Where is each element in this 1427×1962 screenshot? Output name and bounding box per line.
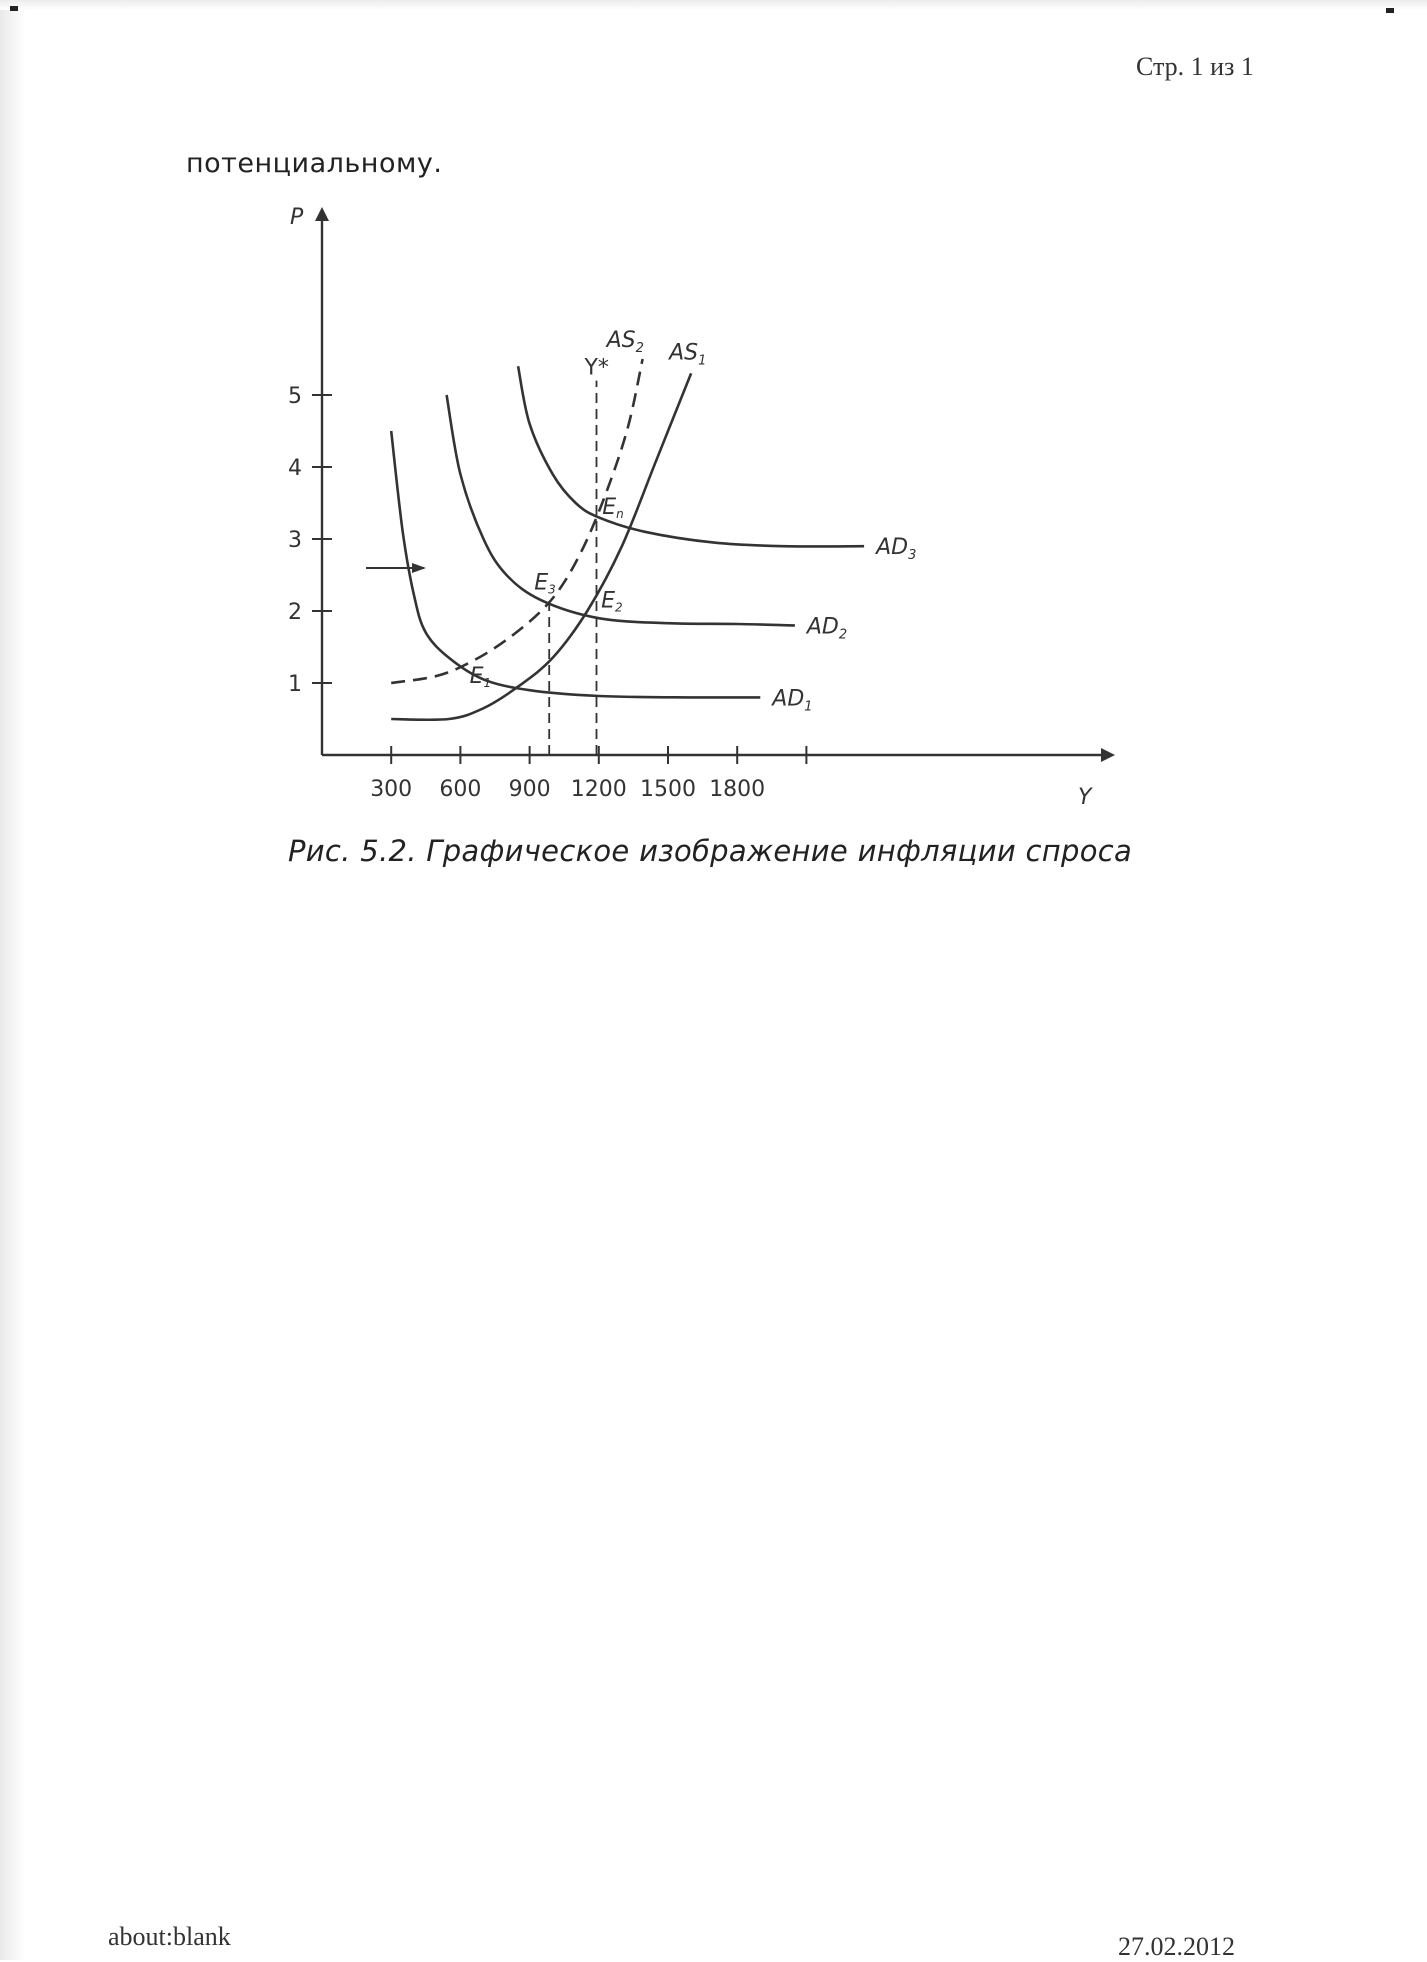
- y-tick-label: 2: [288, 600, 302, 625]
- x-ticks: 300 600 900 1200 1500 1800: [370, 746, 808, 802]
- y-tick-label: 3: [288, 528, 302, 553]
- x-tick-label: 1200: [571, 777, 627, 802]
- equilibrium-label-e3: E3: [534, 570, 556, 596]
- point-labels: E1 E2 E3 En: [470, 495, 624, 690]
- y-tick-label: 4: [288, 456, 302, 481]
- curve-label-ad3: AD3: [874, 535, 916, 563]
- curve-as2: [391, 358, 644, 685]
- footer-date: 27.02.2012: [1118, 1932, 1235, 1961]
- x-tick-label: 900: [509, 777, 551, 802]
- y-ticks: 1 2 3 4 5: [288, 384, 332, 697]
- curve-label-as2: AS2: [605, 328, 644, 356]
- y-tick-label: 1: [288, 672, 302, 697]
- scan-corner-mark: [10, 6, 18, 11]
- curve-ad2: [445, 394, 795, 627]
- curve-label-ad2: AD2: [805, 614, 847, 642]
- reference-line-label: Y*: [583, 356, 608, 381]
- equilibrium-label-en: En: [602, 495, 624, 521]
- x-tick-label: 300: [370, 777, 412, 802]
- scan-corner-mark: [1386, 8, 1394, 13]
- y-axis-label: P: [290, 205, 304, 230]
- curve-ad1: [389, 430, 761, 699]
- intro-text: потенциальному.: [186, 148, 443, 179]
- curve-label-as1: AS1: [667, 340, 706, 368]
- scan-shadow-top: [0, 0, 1427, 10]
- x-tick-label: 1500: [640, 777, 696, 802]
- page-counter: Стр. 1 из 1: [1136, 52, 1254, 81]
- footer-url: about:blank: [108, 1922, 231, 1951]
- x-tick-label: 1800: [709, 777, 765, 802]
- curve-as1: [391, 372, 693, 722]
- reference-lines: Y*: [548, 356, 609, 755]
- y-tick-label: 5: [288, 384, 302, 409]
- scan-shadow-left: [0, 0, 26, 1960]
- equilibrium-label-e1: E1: [470, 664, 492, 690]
- curve-label-ad1: AD1: [770, 686, 812, 714]
- x-tick-label: 600: [439, 777, 481, 802]
- curves: [389, 358, 865, 722]
- equilibrium-label-e2: E2: [601, 588, 623, 614]
- x-axis-label: Y: [1078, 785, 1093, 810]
- figure-caption: Рис. 5.2. Графическое изображение инфляц…: [288, 834, 1133, 868]
- curve-ad3: [516, 365, 865, 548]
- curve-labels: AD1 AD2 AD3 AS1 AS2: [605, 328, 917, 714]
